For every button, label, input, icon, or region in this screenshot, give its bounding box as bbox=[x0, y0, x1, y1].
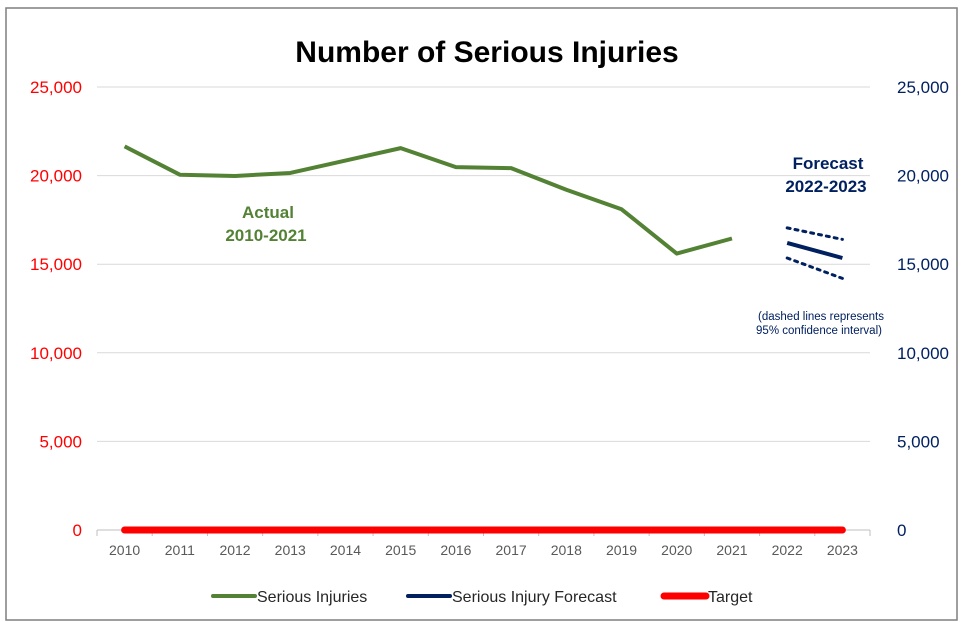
chart-border bbox=[5, 7, 958, 621]
y-tick-label-right: 20,000 bbox=[897, 167, 949, 186]
x-tick-label: 2010 bbox=[109, 542, 140, 558]
x-tick-label: 2014 bbox=[330, 542, 361, 558]
right-axis: 0 5,000 10,000 15,000 20,000 25,000 bbox=[897, 78, 949, 540]
serious-injuries-line bbox=[123, 144, 733, 256]
x-tick-label: 2022 bbox=[772, 542, 803, 558]
legend-forecast-label: Serious Injury Forecast bbox=[452, 589, 617, 606]
ci-note-line1: (dashed lines represents bbox=[758, 311, 884, 323]
x-tick-label: 2012 bbox=[219, 542, 250, 558]
forecast-range-label: 2022-2023 bbox=[785, 177, 866, 196]
chart-title: Number of Serious Injuries bbox=[295, 36, 678, 69]
x-tick-label: 2015 bbox=[385, 542, 416, 558]
y-tick-label-right: 25,000 bbox=[897, 78, 949, 97]
actual-range-label: 2010-2021 bbox=[225, 226, 306, 245]
gridlines bbox=[97, 86, 870, 442]
ci-note-line2: 95% confidence interval) bbox=[756, 325, 882, 337]
y-tick-label-right: 15,000 bbox=[897, 255, 949, 274]
y-tick-label-left: 10,000 bbox=[30, 344, 82, 363]
x-tick-label: 2018 bbox=[551, 542, 582, 558]
x-tick-label: 2016 bbox=[440, 542, 471, 558]
x-tick-label: 2019 bbox=[606, 542, 637, 558]
forecast-ci-lower bbox=[785, 256, 844, 280]
forecast-label: Forecast bbox=[793, 154, 864, 173]
legend: Serious Injuries Serious Injury Forecast T… bbox=[211, 589, 753, 606]
left-axis: 0 5,000 10,000 15,000 20,000 25,000 bbox=[30, 78, 82, 540]
forecast-ci-upper bbox=[785, 226, 844, 241]
y-tick-label-left: 25,000 bbox=[30, 78, 82, 97]
x-tick-label: 2011 bbox=[165, 542, 195, 558]
y-tick-label-left: 0 bbox=[73, 521, 82, 540]
x-tick-label: 2017 bbox=[496, 542, 527, 558]
y-tick-label-right: 10,000 bbox=[897, 344, 949, 363]
x-tick-label: 2020 bbox=[661, 542, 692, 558]
legend-serious-injuries-label: Serious Injuries bbox=[257, 589, 367, 606]
x-tick-label: 2021 bbox=[716, 542, 747, 558]
forecast-line bbox=[786, 241, 843, 260]
series-layer bbox=[121, 144, 846, 534]
x-tick-label: 2013 bbox=[275, 542, 306, 558]
y-tick-label-left: 15,000 bbox=[30, 255, 82, 274]
x-tick-label: 2023 bbox=[827, 542, 858, 558]
actual-label: Actual bbox=[242, 203, 294, 222]
y-tick-label-right: 0 bbox=[897, 521, 906, 540]
y-tick-label-left: 5,000 bbox=[39, 432, 82, 451]
y-tick-label-right: 5,000 bbox=[897, 432, 940, 451]
legend-target-label: Target bbox=[708, 589, 753, 606]
y-tick-label-left: 20,000 bbox=[30, 167, 82, 186]
